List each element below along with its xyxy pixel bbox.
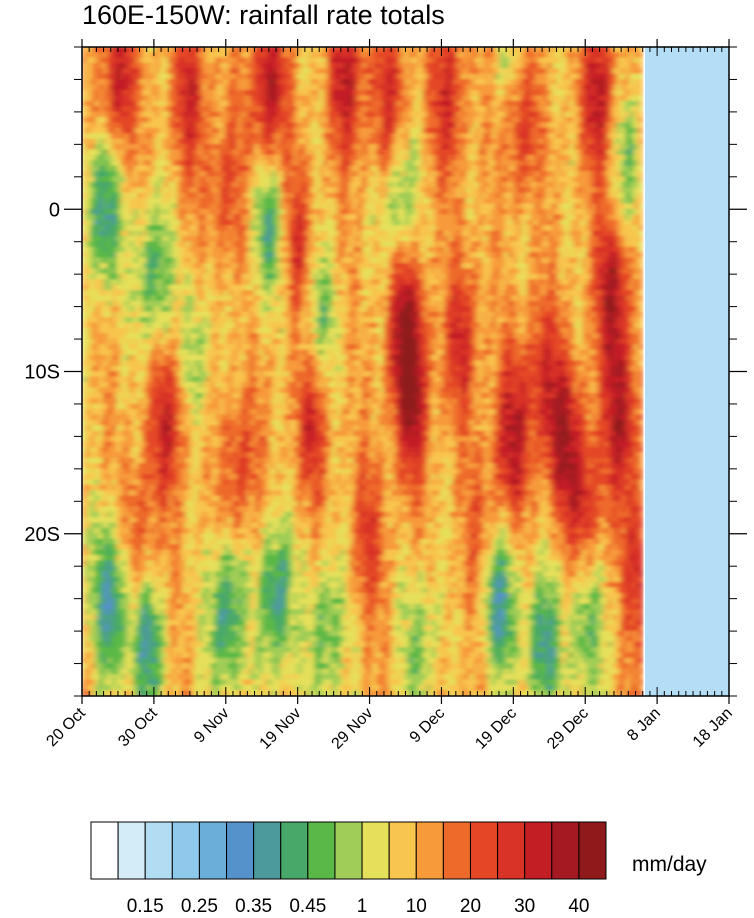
missing-data-region (645, 47, 729, 696)
colorbar-swatch (226, 821, 255, 880)
y-tick-label: 0 (49, 199, 60, 221)
x-tick-label: 19 Dec (472, 705, 520, 753)
colorbar-label: 0.35 (235, 896, 272, 917)
colorbar-swatch (497, 821, 526, 880)
x-tick-label: 8 Jan (624, 705, 664, 745)
colorbar-swatch (198, 821, 228, 880)
colorbar-swatch (171, 821, 200, 880)
colorbar-label: 0.45 (289, 896, 326, 917)
colorbar-swatch (388, 821, 417, 880)
colorbar-swatch (551, 821, 580, 880)
colorbar-swatch (117, 821, 146, 880)
colorbar-swatch (307, 821, 336, 880)
y-axis: 0 10S 20S (24, 46, 747, 697)
y-tick-label: 10S (24, 362, 60, 384)
y-tick-label: 20S (24, 524, 60, 546)
colorbar-unit-label: mm/day (632, 853, 707, 876)
colorbar-swatch (415, 821, 444, 880)
x-tick-label: 18 Jan (690, 705, 736, 751)
colorbar-label: 1 (357, 896, 368, 917)
colorbar-label: 20 (460, 896, 481, 917)
chart-title: 160E-150W: rainfall rate totals (82, 0, 445, 30)
colorbar-swatch (144, 821, 173, 880)
colorbar-swatch (469, 821, 499, 880)
colorbar-label: 0.15 (127, 896, 164, 917)
colorbar-swatch (524, 821, 553, 880)
colorbar-swatch (334, 821, 363, 880)
colorbar-swatch (442, 821, 471, 880)
x-tick-label: 9 Dec (407, 705, 449, 747)
x-tick-label: 29 Nov (329, 705, 377, 753)
x-tick-label: 29 Dec (544, 705, 592, 753)
rainfall-cells (82, 47, 644, 696)
colorbar-swatch (253, 821, 282, 880)
rainfall-field (82, 47, 644, 696)
colorbar-label: 10 (406, 896, 427, 917)
x-tick-label: 9 Nov (191, 705, 233, 747)
colorbar-label: 0.25 (181, 896, 218, 917)
colorbar-swatch (361, 821, 390, 880)
x-tick-label: 30 Oct (115, 704, 161, 750)
colorbar: 0.15 0.25 0.35 0.45 1 10 20 30 40 (90, 821, 607, 917)
x-tick-label: 20 Oct (43, 704, 89, 750)
colorbar-swatch (90, 821, 119, 880)
x-tick-label: 19 Nov (257, 705, 305, 753)
colorbar-label: 30 (514, 896, 535, 917)
colorbar-swatch (280, 821, 309, 880)
colorbar-swatch (578, 821, 607, 880)
colorbar-label: 40 (568, 896, 589, 917)
